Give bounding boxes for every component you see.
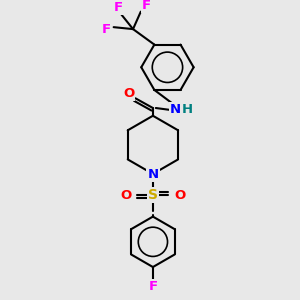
Text: O: O xyxy=(120,189,131,202)
Text: F: F xyxy=(114,1,123,14)
Text: O: O xyxy=(174,189,186,202)
Text: O: O xyxy=(123,87,134,100)
Text: N: N xyxy=(169,103,181,116)
Text: H: H xyxy=(181,103,192,116)
Text: F: F xyxy=(101,22,110,36)
Text: S: S xyxy=(148,188,158,202)
Text: F: F xyxy=(148,280,158,293)
Text: F: F xyxy=(142,0,151,12)
Text: N: N xyxy=(147,168,158,182)
